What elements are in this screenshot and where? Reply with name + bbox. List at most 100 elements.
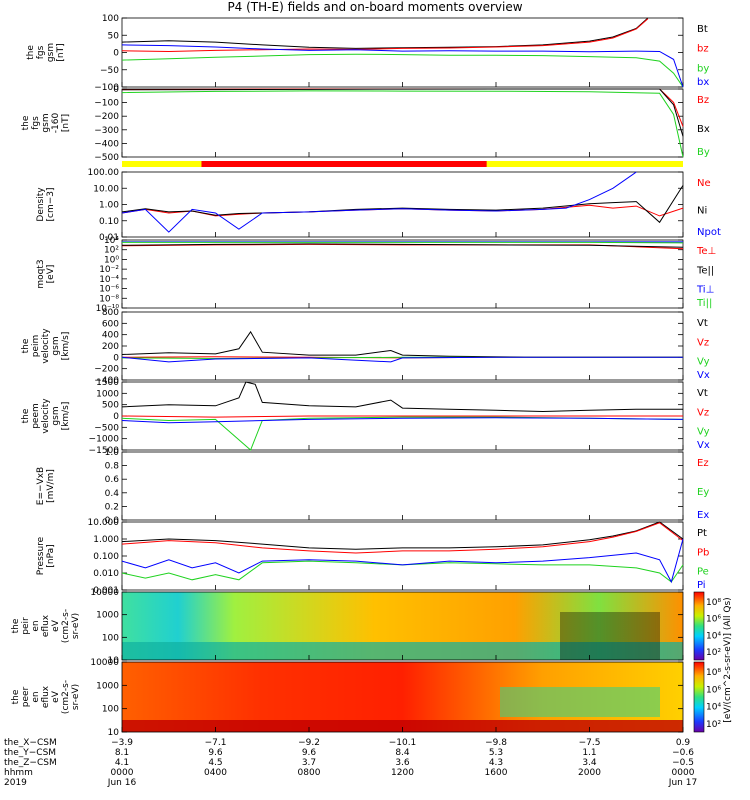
ylabel-line: gsm — [51, 336, 61, 355]
ylabel-line: velocity — [41, 328, 51, 364]
ylabel-line: en — [31, 620, 41, 631]
series-line — [121, 88, 684, 137]
ylabel: the peem velocity gsm [km/s] — [21, 398, 71, 434]
ylabel-line: fgs — [31, 116, 41, 130]
ylabel-line: peim — [31, 335, 41, 358]
panel-frame — [121, 171, 684, 238]
ephemeris-value: 0000 — [111, 768, 134, 778]
ephemeris-value: −0.5 — [672, 758, 694, 768]
ephemeris-value: 0400 — [204, 768, 227, 778]
ylabel: the peim velocity gsm [km/s] — [21, 328, 71, 364]
legend-entry: bz — [697, 44, 709, 55]
ytick-label: −300 — [94, 126, 119, 136]
ylabel: the peir en eflux eV (cm2-s-sr-eV) — [11, 609, 81, 643]
ytick-label: 10 — [108, 656, 120, 666]
panel-frame — [121, 451, 684, 521]
ytick-label: 100.00 — [88, 168, 120, 178]
ylabel-line: the — [26, 45, 36, 60]
ylabel: Density [cm−3] — [36, 187, 56, 222]
panel-frame — [121, 88, 684, 158]
ytick-label: 0.10 — [99, 217, 119, 227]
ephemeris-value: 4.3 — [489, 758, 503, 768]
ytick-label: 0.100 — [93, 552, 119, 562]
ephemeris-value: −9.8 — [485, 738, 507, 748]
colorbar-tick-label: 10² — [706, 720, 721, 730]
legend-entry: Ti|| — [696, 298, 712, 309]
ephemeris-value: 9.6 — [208, 748, 223, 758]
legend-entry: Pe — [697, 567, 709, 578]
ytick-label: −200 — [94, 365, 119, 375]
ephemeris-value: −10.1 — [389, 738, 417, 748]
ytick-label: 1000 — [96, 681, 119, 691]
series-line — [121, 243, 684, 248]
legend-entry: Vz — [697, 337, 709, 348]
series-line — [121, 90, 684, 158]
ytick-label: 0.4 — [105, 489, 120, 499]
ytick-label: 1000 — [96, 389, 119, 399]
ephemeris-value: 3.7 — [302, 758, 316, 768]
ytick-label: 10⁻² — [99, 265, 119, 275]
ytick-label: 0.6 — [105, 475, 120, 485]
ytick-label: 200 — [102, 342, 119, 352]
legend-entry: Vz — [697, 407, 709, 418]
ytick-label: 1000 — [96, 611, 119, 621]
legend-entry: Pt — [697, 528, 707, 539]
ylabel-line: E=−VxB — [36, 467, 46, 505]
legend-entry: Ne — [697, 178, 711, 189]
legend-entry: bx — [697, 77, 709, 88]
ylabel-line: moqt3 — [36, 259, 46, 288]
colorbar-tick-label: 10⁸ — [706, 668, 721, 678]
ytick-label: 800 — [102, 308, 119, 318]
legend-entry: Te|| — [696, 265, 714, 276]
ytick-label: 10000 — [90, 658, 119, 668]
ytick-label: 0 — [113, 85, 119, 95]
ylabel-line: the — [21, 338, 31, 353]
colorbar — [693, 591, 705, 661]
ytick-label: 0.010 — [93, 569, 119, 579]
ytick-label: 100 — [102, 14, 119, 24]
series-line — [121, 171, 637, 233]
legend-entry: By — [697, 147, 710, 158]
ephemeris-value: 8.1 — [115, 748, 129, 758]
ephemeris-value: 3.4 — [582, 758, 597, 768]
legend-entry: Ey — [697, 487, 709, 498]
ylabel-line: the — [11, 618, 21, 633]
series-line — [121, 560, 684, 583]
ylabel: the fgs gsm [nT] — [26, 43, 66, 62]
ytick-label: 400 — [102, 331, 119, 341]
ylabel-line: -160 — [51, 113, 61, 134]
series-line — [121, 204, 684, 217]
ylabel-line: (cm2-s- — [61, 609, 71, 643]
ephemeris-row-label: hhmm — [4, 768, 33, 778]
chart-title: P4 (TH-E) fields and on-board moments ov… — [227, 0, 523, 14]
ephemeris-value: −0.6 — [672, 748, 694, 758]
colorbar-tick-label: 10⁶ — [706, 615, 721, 625]
ylabel-line: the — [21, 115, 31, 130]
ylabel: Pressure [nPa] — [36, 536, 56, 575]
series-line — [121, 88, 684, 127]
panel-frame — [121, 17, 684, 88]
ytick-label: 10⁰ — [104, 255, 119, 265]
ylabel-line: en — [31, 691, 41, 702]
series-line — [121, 330, 683, 358]
legend-entry: Vy — [697, 427, 710, 438]
ylabel: the peer en eflux eV (cm2-s-sr-eV) — [11, 680, 81, 714]
legend-entry: Ti⊥ — [696, 285, 714, 296]
ylabel-line: [nT] — [61, 114, 71, 132]
ytick-label: 10⁴ — [104, 236, 119, 246]
ytick-label: 10.00 — [93, 184, 119, 194]
series-line — [121, 44, 684, 88]
ephemeris-value: 4.1 — [115, 758, 129, 768]
ytick-label: 1.00 — [99, 201, 119, 211]
ytick-label: 100 — [102, 705, 119, 715]
ephemeris-value: 4.5 — [208, 758, 222, 768]
ytick-label: 10⁻⁸ — [99, 294, 119, 304]
ephemeris-value: 1600 — [485, 768, 508, 778]
ylabel-line: eV — [51, 690, 61, 703]
ephemeris-value: 0.9 — [676, 738, 691, 748]
series-line — [121, 538, 684, 584]
ephemeris-value: −7.1 — [205, 738, 227, 748]
legend-entry: Ni — [697, 206, 707, 217]
legend-entry: Vt — [697, 318, 708, 329]
